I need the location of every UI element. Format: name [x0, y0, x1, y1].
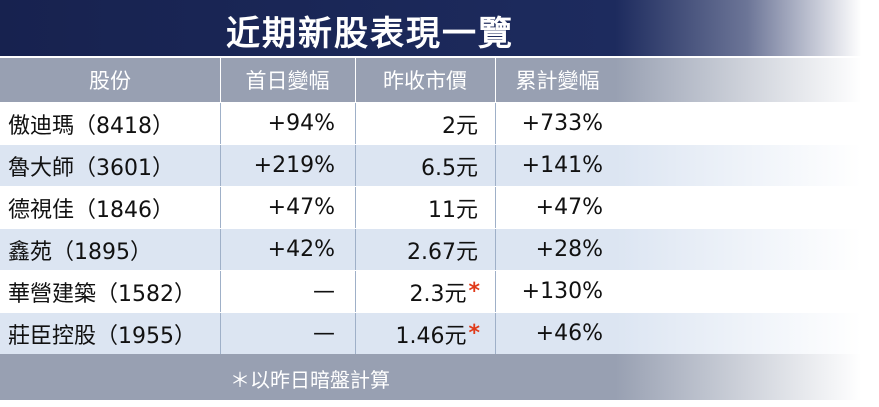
cumulative-change: +47% [495, 187, 603, 228]
first-day-change: — [220, 271, 335, 312]
header-cell: 累計變幅 [515, 69, 600, 93]
column-divider [220, 313, 221, 354]
prev-close: 2元 [355, 103, 480, 144]
column-divider [355, 229, 356, 270]
column-divider [355, 187, 356, 228]
cumulative-change: +46% [495, 313, 603, 354]
first-day-value: +219% [253, 153, 335, 178]
column-divider [495, 103, 496, 144]
prev-close: 11元 [355, 187, 480, 228]
footer-bar: ＊以昨日暗盤計算 [0, 354, 879, 400]
column-divider [355, 145, 356, 186]
cumulative-value: +46% [535, 321, 603, 346]
first-day-value: +42% [267, 237, 335, 262]
table-row: 莊臣控股（1955） — 1.46元 * +46% [0, 312, 879, 354]
cumulative-value: +28% [535, 237, 603, 262]
stock-name: 德視佳（1846） [8, 197, 174, 223]
cumulative-change: +141% [495, 145, 603, 186]
header-cell: 股份 [89, 69, 131, 93]
first-day-value: — [313, 321, 335, 346]
table-row: 鑫苑（1895） +42% 2.67元 +28% [0, 228, 879, 270]
stock-name: 莊臣控股（1955） [8, 323, 196, 349]
stock-name: 華營建築（1582） [8, 281, 196, 307]
prev-close-value: 2.3元 [409, 281, 467, 307]
prev-close-mark: * [468, 321, 480, 346]
column-divider [495, 58, 496, 102]
title-bar: 近期新股表現一覽 [0, 0, 879, 56]
cumulative-change: +733% [495, 103, 603, 144]
prev-close-value: 2.67元 [407, 239, 478, 265]
column-divider [495, 187, 496, 228]
prev-close: 2.3元 * [355, 271, 480, 312]
column-divider [355, 58, 356, 102]
column-divider [355, 271, 356, 312]
cumulative-value: +130% [521, 279, 603, 304]
footnote: ＊以昨日暗盤計算 [230, 368, 390, 392]
column-divider [220, 145, 221, 186]
prev-close-value: 2元 [442, 113, 478, 139]
title: 近期新股表現一覽 [226, 14, 514, 54]
header-cell: 昨收市價 [383, 69, 467, 93]
first-day-change: +47% [220, 187, 335, 228]
cumulative-value: +47% [535, 195, 603, 220]
first-day-value: +94% [267, 111, 335, 136]
prev-close-value: 11元 [428, 197, 478, 223]
prev-close: 1.46元 * [355, 313, 480, 354]
first-day-value: +47% [267, 195, 335, 220]
cumulative-value: +733% [521, 111, 603, 136]
prev-close: 6.5元 [355, 145, 480, 186]
header-cell: 首日變幅 [245, 69, 330, 93]
column-divider [495, 229, 496, 270]
first-day-change: +42% [220, 229, 335, 270]
header-row: 股份 首日變幅 昨收市價 累計變幅 [0, 58, 879, 102]
column-divider [355, 313, 356, 354]
stock-name: 傲迪瑪（8418） [8, 113, 174, 139]
stock-name: 魯大師（3601） [8, 155, 174, 181]
column-divider [495, 271, 496, 312]
prev-close-mark: * [468, 279, 480, 304]
cumulative-value: +141% [521, 153, 603, 178]
prev-close: 2.67元 [355, 229, 480, 270]
prev-close-value: 1.46元 [395, 323, 467, 349]
column-divider [220, 58, 221, 102]
column-divider [220, 271, 221, 312]
first-day-change: — [220, 313, 335, 354]
table-row: 華營建築（1582） — 2.3元 * +130% [0, 270, 879, 312]
cumulative-change: +130% [495, 271, 603, 312]
cumulative-change: +28% [495, 229, 603, 270]
first-day-change: +94% [220, 103, 335, 144]
column-divider [220, 103, 221, 144]
table-row: 傲迪瑪（8418） +94% 2元 +733% [0, 102, 879, 144]
column-divider [355, 103, 356, 144]
first-day-value: — [313, 279, 335, 304]
prev-close-value: 6.5元 [421, 155, 478, 181]
stock-name: 鑫苑（1895） [8, 239, 152, 265]
column-divider [220, 229, 221, 270]
table-row: 德視佳（1846） +47% 11元 +47% [0, 186, 879, 228]
column-divider [495, 313, 496, 354]
first-day-change: +219% [220, 145, 335, 186]
column-divider [495, 145, 496, 186]
column-divider [220, 187, 221, 228]
table-row: 魯大師（3601） +219% 6.5元 +141% [0, 144, 879, 186]
